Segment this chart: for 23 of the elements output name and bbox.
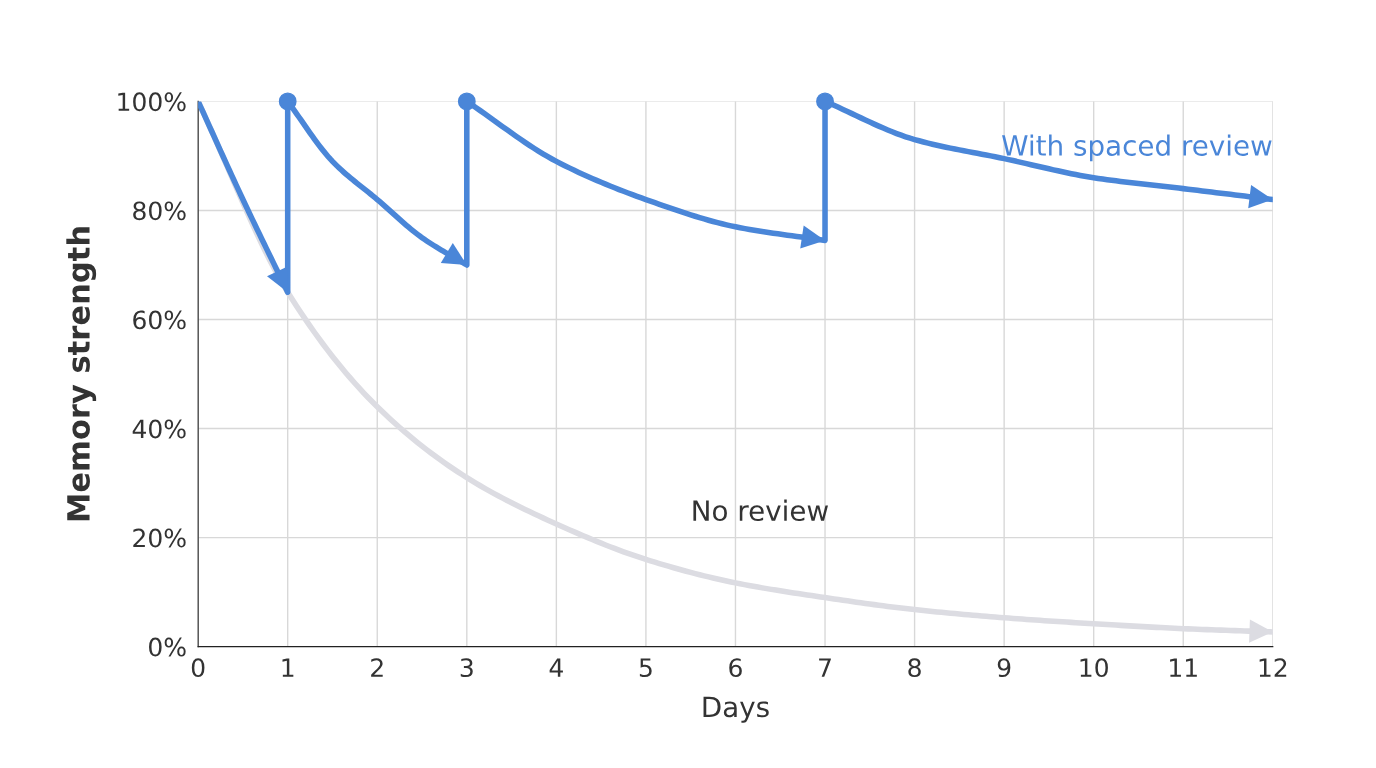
x-tick-label: 10 (1080, 658, 1108, 678)
x-tick-label: 0 (191, 658, 205, 678)
x-axis-title: Days (703, 696, 769, 723)
x-tick-label: 7 (819, 658, 831, 677)
x-tick-label: 9 (997, 658, 1011, 678)
y-tick-label: 60% (133, 310, 186, 330)
x-tick-label: 6 (729, 658, 742, 678)
y-axis-title: Memory strength (66, 227, 97, 521)
x-tick-label: 12 (1259, 658, 1287, 677)
x-tick-label: 1 (282, 658, 294, 677)
x-tick-label: 5 (639, 658, 652, 678)
y-tick-label: 100% (118, 92, 186, 112)
x-tick-label: 3 (460, 658, 473, 678)
x-tick-label: 2 (371, 658, 383, 677)
x-tick-label: 11 (1170, 658, 1197, 677)
y-tick-label: 0% (149, 637, 186, 657)
y-tick-label: 80% (133, 201, 186, 221)
y-tick-label: 40% (132, 419, 186, 439)
series-label: With spaced review (1002, 134, 1272, 162)
y-tick-label: 20% (133, 528, 186, 548)
series-label: No review (693, 499, 828, 522)
x-tick-label: 4 (549, 658, 563, 677)
x-tick-label: 8 (908, 658, 921, 678)
